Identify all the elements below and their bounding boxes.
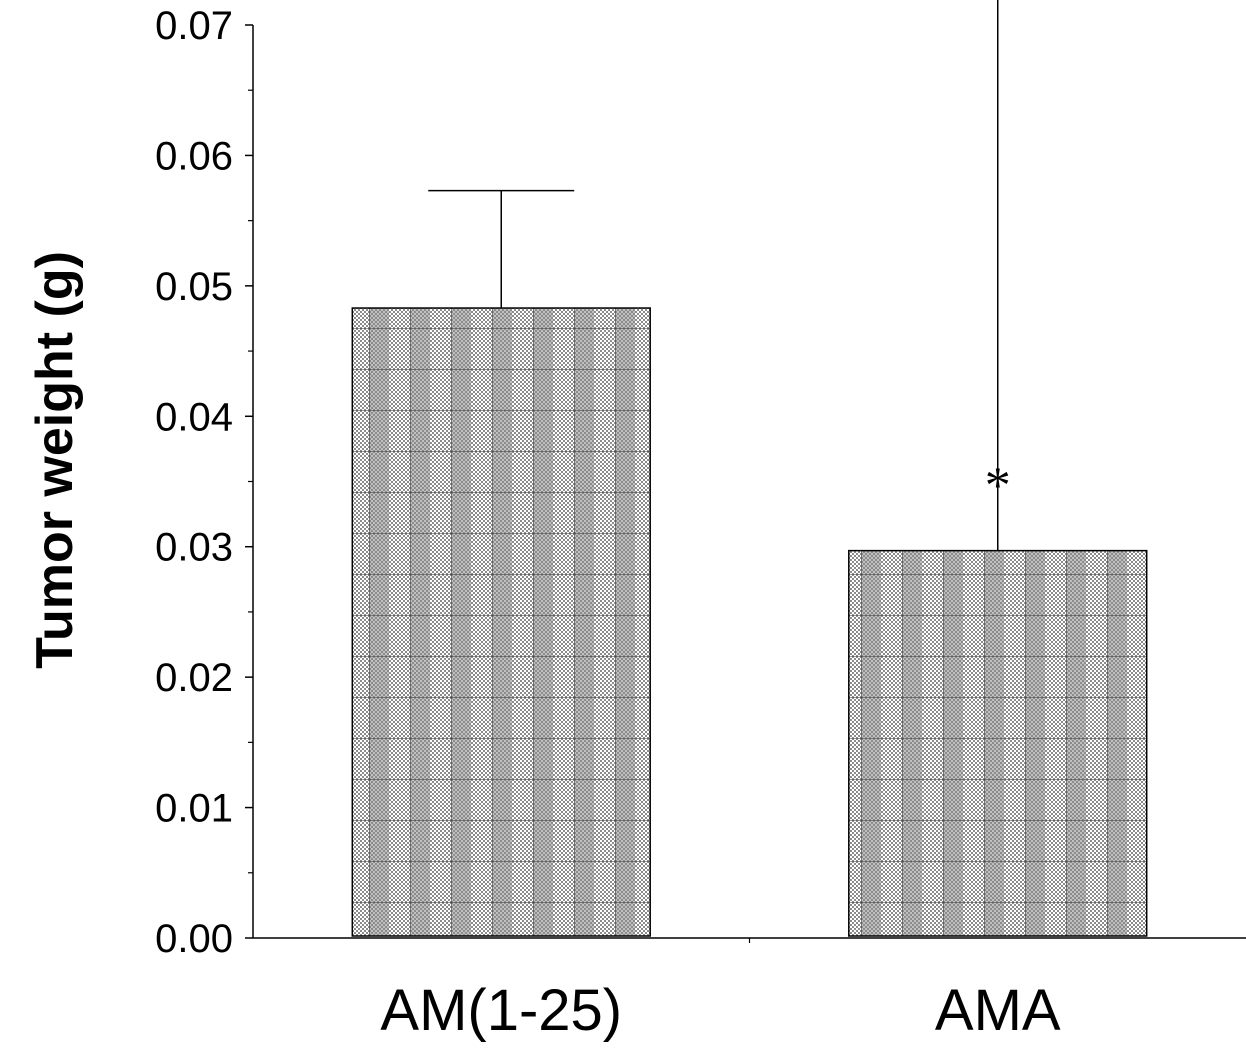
x-category-label: AM(1-25): [380, 978, 622, 1043]
significance-marker: *: [985, 458, 1011, 515]
y-tick-label: 0.03: [155, 526, 233, 570]
y-tick-label: 0.07: [155, 4, 233, 48]
y-tick-label: 0.05: [155, 265, 233, 309]
y-axis-title: Tumor weight (g): [26, 251, 84, 669]
x-axis: AM(1-25) AMA: [253, 937, 1246, 1043]
y-tick-label: 0.00: [155, 917, 233, 961]
bar-AM(1-25): [351, 307, 651, 937]
bars: *: [351, 0, 1148, 937]
y-axis: 0.00 0.01 0.02 0.03 0.04 0.05 0.06 0.07: [155, 4, 254, 961]
y-tick-label: 0.02: [155, 656, 233, 700]
x-category-label: AMA: [935, 978, 1061, 1043]
y-tick-label: 0.04: [155, 395, 233, 439]
y-tick-label: 0.01: [155, 787, 233, 831]
bar-AMA: [848, 549, 1148, 937]
y-tick-label: 0.06: [155, 134, 233, 178]
